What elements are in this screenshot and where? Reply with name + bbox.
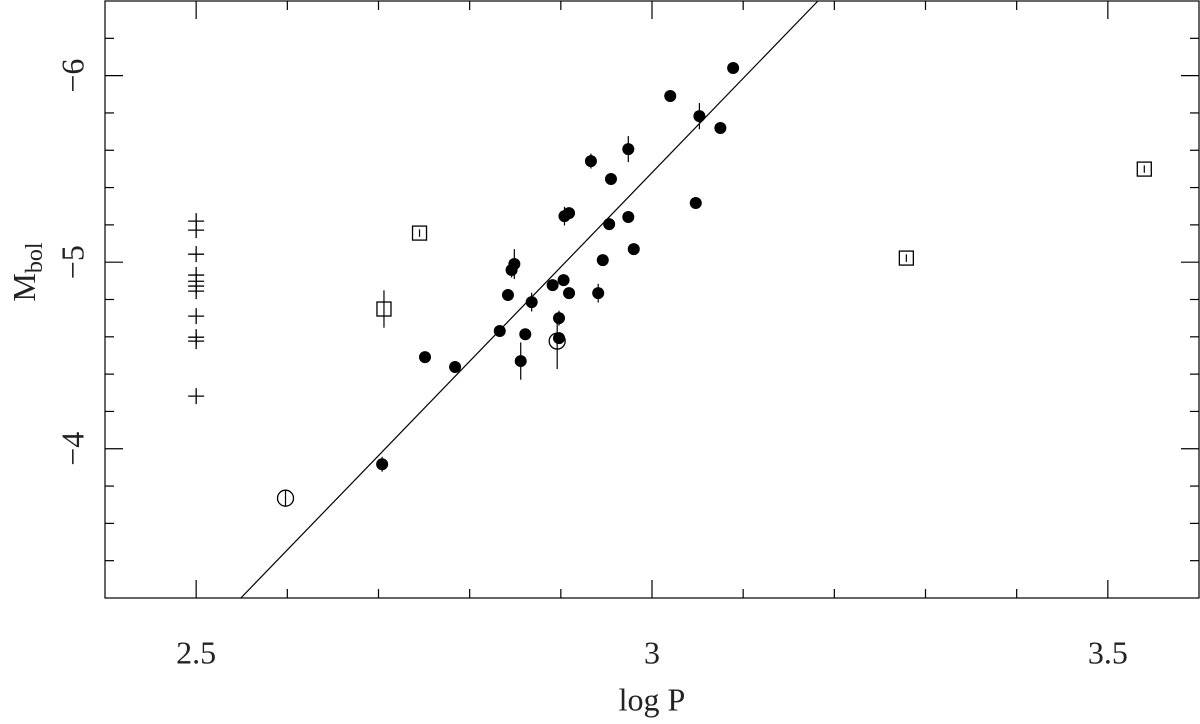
- point: [411, 225, 428, 241]
- point: [188, 222, 205, 239]
- point: [188, 333, 205, 350]
- point: [501, 289, 514, 302]
- y-axis-label: Mbol: [6, 242, 47, 301]
- point: [188, 283, 205, 300]
- point: [276, 489, 295, 507]
- point: [546, 279, 559, 292]
- point: [376, 458, 389, 471]
- point: [714, 122, 727, 135]
- point: [508, 258, 521, 271]
- x-tick-label: 3: [644, 634, 660, 670]
- point: [1136, 161, 1152, 177]
- x-tick-label: 3.5: [1088, 634, 1128, 670]
- point: [188, 308, 205, 325]
- point: [548, 332, 566, 350]
- point: [493, 325, 506, 338]
- x-tick-label: 2.5: [176, 634, 216, 670]
- point: [188, 388, 205, 405]
- point: [898, 250, 915, 266]
- point: [664, 89, 677, 102]
- point: [553, 312, 566, 325]
- point: [627, 243, 640, 256]
- point: [622, 211, 635, 224]
- point: [514, 355, 527, 368]
- point: [525, 296, 538, 309]
- point: [622, 143, 635, 156]
- point: [689, 197, 702, 210]
- point: [604, 172, 617, 185]
- point: [376, 301, 392, 317]
- point: [449, 361, 462, 374]
- point: [693, 110, 706, 123]
- y-tick-label: −5: [54, 245, 90, 279]
- y-label-sub: bol: [22, 242, 48, 273]
- point: [557, 274, 570, 287]
- point: [727, 61, 740, 74]
- point: [519, 328, 532, 341]
- point: [563, 287, 576, 300]
- y-label-main: M: [6, 273, 42, 301]
- point: [603, 218, 616, 231]
- point: [592, 287, 605, 300]
- point: [188, 246, 205, 263]
- plot-frame: [104, 0, 1200, 599]
- point: [596, 254, 609, 267]
- x-axis-label: log P: [619, 681, 686, 717]
- y-tick-label: −6: [54, 59, 90, 93]
- point: [563, 207, 576, 220]
- point: [584, 155, 597, 168]
- y-tick-label: −4: [54, 432, 90, 466]
- point: [418, 351, 431, 364]
